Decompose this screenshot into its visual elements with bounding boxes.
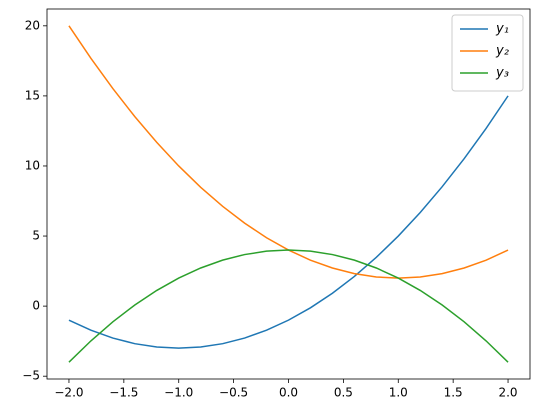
x-tick-label: −2.0 xyxy=(54,386,83,400)
y-tick-label: −5 xyxy=(22,369,40,383)
y-tick-label: 20 xyxy=(25,18,40,32)
x-tick-label: −1.0 xyxy=(164,386,193,400)
y-tick-label: 10 xyxy=(25,158,40,172)
x-tick-label: 0.0 xyxy=(279,386,298,400)
x-tick-label: −1.5 xyxy=(109,386,138,400)
series-line xyxy=(68,95,509,349)
y-tick-label: 15 xyxy=(25,88,40,102)
legend-label: y₁ xyxy=(495,22,509,37)
legend-label: y₃ xyxy=(495,66,509,81)
axes-frame xyxy=(46,8,531,380)
legend-box xyxy=(451,14,524,92)
legend-label: y₂ xyxy=(495,44,509,59)
x-tick-label: 0.5 xyxy=(334,386,353,400)
y-tick-label: 0 xyxy=(32,299,40,313)
x-tick-label: 1.5 xyxy=(444,386,463,400)
legend: y₁ y₂ y₃ xyxy=(451,14,524,92)
x-tick-label: 1.0 xyxy=(389,386,408,400)
x-tick-label: −0.5 xyxy=(219,386,248,400)
series-line xyxy=(68,249,509,363)
plot-area xyxy=(47,9,530,379)
y-tick-label: 5 xyxy=(32,229,40,243)
x-tick-label: 2.0 xyxy=(498,386,517,400)
